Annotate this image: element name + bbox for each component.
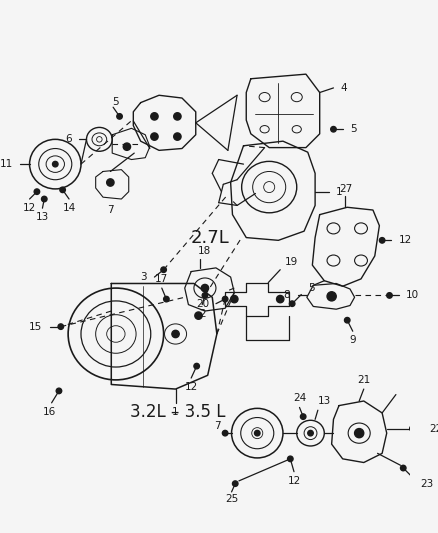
Circle shape xyxy=(410,426,415,431)
Circle shape xyxy=(202,293,208,298)
Circle shape xyxy=(276,295,284,303)
Circle shape xyxy=(231,295,238,303)
Circle shape xyxy=(172,330,179,337)
Text: 2: 2 xyxy=(199,309,205,319)
Circle shape xyxy=(288,456,293,462)
Text: 1: 1 xyxy=(336,187,343,197)
Circle shape xyxy=(254,430,260,436)
Circle shape xyxy=(194,364,199,369)
Text: 27: 27 xyxy=(339,184,352,194)
Text: 25: 25 xyxy=(225,494,238,504)
Circle shape xyxy=(400,465,406,471)
Text: 10: 10 xyxy=(406,290,419,301)
Circle shape xyxy=(379,238,385,243)
Circle shape xyxy=(174,133,181,140)
Text: 3.2L – 3.5 L: 3.2L – 3.5 L xyxy=(130,403,225,421)
Circle shape xyxy=(233,481,238,487)
Text: 23: 23 xyxy=(420,479,433,489)
Circle shape xyxy=(201,285,208,292)
Circle shape xyxy=(345,318,350,323)
Circle shape xyxy=(290,301,295,306)
Circle shape xyxy=(60,187,65,192)
Text: 7: 7 xyxy=(215,421,221,431)
Text: 3: 3 xyxy=(141,272,147,282)
Text: 21: 21 xyxy=(357,375,371,385)
Text: 11: 11 xyxy=(0,159,13,169)
Circle shape xyxy=(355,429,364,438)
Text: 12: 12 xyxy=(184,382,198,392)
Circle shape xyxy=(300,414,306,419)
Circle shape xyxy=(34,189,40,195)
Text: 12: 12 xyxy=(287,476,300,486)
Text: 22: 22 xyxy=(429,424,438,433)
Text: 4: 4 xyxy=(341,83,347,93)
Text: 15: 15 xyxy=(29,321,42,332)
Text: 9: 9 xyxy=(350,335,356,345)
Circle shape xyxy=(56,388,62,394)
Circle shape xyxy=(42,196,47,202)
Circle shape xyxy=(331,126,336,132)
Text: 7: 7 xyxy=(107,205,114,215)
Circle shape xyxy=(223,296,228,302)
Circle shape xyxy=(195,312,202,319)
Text: 5: 5 xyxy=(308,283,314,293)
Circle shape xyxy=(327,292,336,301)
Text: 13: 13 xyxy=(36,212,49,222)
Circle shape xyxy=(107,179,114,186)
Circle shape xyxy=(161,267,166,272)
Circle shape xyxy=(174,112,181,120)
Text: 14: 14 xyxy=(63,203,76,213)
Text: 18: 18 xyxy=(198,246,212,256)
Text: 20: 20 xyxy=(196,298,209,309)
Text: 13: 13 xyxy=(318,396,331,406)
Text: 17: 17 xyxy=(155,274,168,284)
Circle shape xyxy=(151,112,158,120)
Text: 5: 5 xyxy=(350,124,357,134)
Text: 12: 12 xyxy=(23,203,36,213)
Text: 2.7L: 2.7L xyxy=(190,229,229,247)
Circle shape xyxy=(223,430,228,436)
Text: 1: 1 xyxy=(172,407,179,417)
Text: 12: 12 xyxy=(399,236,412,245)
Text: 19: 19 xyxy=(285,257,298,268)
Circle shape xyxy=(308,430,313,436)
Text: 24: 24 xyxy=(293,393,306,403)
Text: 5: 5 xyxy=(113,96,119,107)
Circle shape xyxy=(164,296,169,302)
Text: 6: 6 xyxy=(65,134,72,144)
Text: 8: 8 xyxy=(284,290,290,301)
Circle shape xyxy=(123,143,131,150)
Circle shape xyxy=(58,324,64,329)
Circle shape xyxy=(53,161,58,167)
Circle shape xyxy=(387,293,392,298)
Circle shape xyxy=(117,114,122,119)
Circle shape xyxy=(151,133,158,140)
Text: 16: 16 xyxy=(43,407,57,417)
